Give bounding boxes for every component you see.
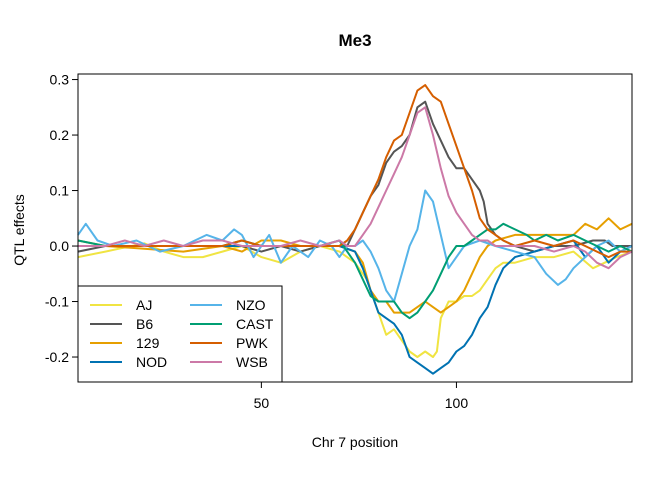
x-tick-label: 50 [254,395,270,411]
legend-label-nod: NOD [136,354,167,370]
legend-box [77,285,283,383]
series-line-aj [77,242,633,358]
y-tick-label: 0.2 [50,127,70,143]
legend-label-pwk: PWK [236,335,269,351]
legend-label-129: 129 [136,335,160,351]
legend: AJ B6 129 NOD NZO CAST PWK WSB [77,285,283,383]
y-tick-label: 0.0 [50,238,70,254]
legend-label-b6: B6 [136,316,153,332]
legend-label-aj: AJ [136,297,152,313]
y-tick-label: -0.1 [45,294,69,310]
y-axis-label: QTL effects [11,194,27,266]
plot-frame [77,73,633,383]
y-tick-label: 0.1 [50,183,70,199]
axis-ticks: 50 100 -0.2 -0.1 0.0 0.1 0.2 0.3 [45,72,468,411]
x-tick-label: 100 [445,395,469,411]
legend-label-wsb: WSB [236,354,268,370]
y-tick-label: 0.3 [50,72,70,88]
series-line-wsb [78,106,633,270]
legend-label-nzo: NZO [236,297,266,313]
y-tick-label: -0.2 [45,349,69,365]
chart-title: Me3 [338,31,371,50]
legend-label-cast: CAST [236,316,274,332]
x-axis-label: Chr 7 position [312,434,398,450]
series-lines [77,84,633,375]
